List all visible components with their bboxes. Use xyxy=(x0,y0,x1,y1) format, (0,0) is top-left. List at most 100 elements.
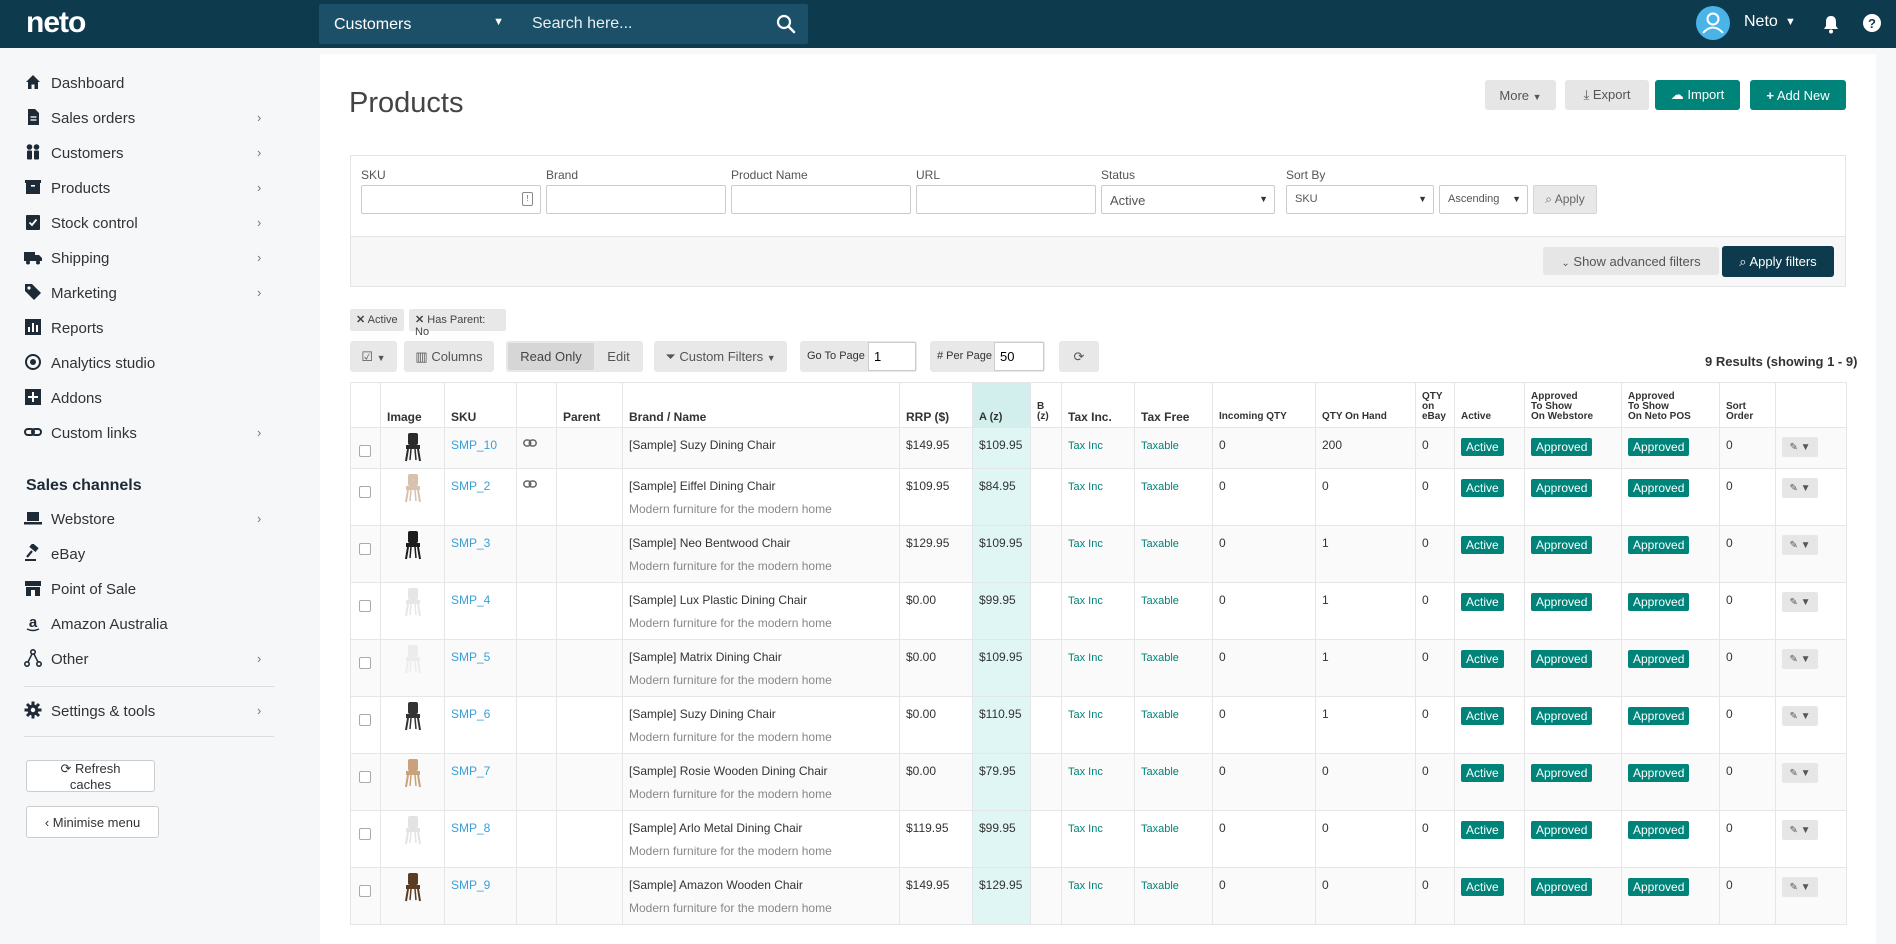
tax-inc-link[interactable]: Tax Inc xyxy=(1068,880,1103,892)
status-badge[interactable]: Active xyxy=(1461,764,1504,782)
status-badge[interactable]: Approved xyxy=(1628,650,1690,668)
tax-free-link[interactable]: Taxable xyxy=(1141,440,1179,452)
show-advanced-filters-button[interactable]: ⌄ Show advanced filters xyxy=(1543,247,1719,275)
tax-inc-link[interactable]: Tax Inc xyxy=(1068,538,1103,550)
row-checkbox[interactable] xyxy=(359,714,371,726)
tax-free-link[interactable]: Taxable xyxy=(1141,823,1179,835)
apply-filters-button[interactable]: ⌕ Apply filters xyxy=(1722,246,1834,277)
row-checkbox[interactable] xyxy=(359,885,371,897)
tax-free-link[interactable]: Taxable xyxy=(1141,709,1179,721)
refresh-table-button[interactable]: ⟳ xyxy=(1059,341,1099,372)
brand-name-column-header[interactable]: Brand / Name xyxy=(622,382,900,428)
row-actions-button[interactable]: ✎ ▼ xyxy=(1782,478,1818,498)
sidebar-item-amazon-australia[interactable]: a Amazon Australia xyxy=(24,610,274,640)
status-badge[interactable]: Approved xyxy=(1628,536,1690,554)
bell-icon[interactable] xyxy=(1822,14,1840,34)
image-column-header[interactable]: Image xyxy=(380,382,445,428)
status-badge[interactable]: Approved xyxy=(1628,593,1690,611)
tax-free-link[interactable]: Taxable xyxy=(1141,538,1179,550)
minimise-menu-button[interactable]: ‹ Minimise menu xyxy=(26,806,159,838)
table-row[interactable]: SMP_4 [Sample] Lux Plastic Dining Chair Mo… xyxy=(350,582,1847,640)
row-checkbox[interactable] xyxy=(359,600,371,612)
sort-order-select[interactable]: Ascending ▼ xyxy=(1439,185,1528,214)
filter-chip-has-parent[interactable]: ✕ Has Parent: No xyxy=(409,309,506,338)
sidebar-item-reports[interactable]: Reports xyxy=(24,314,274,344)
sidebar-item-sales-orders[interactable]: Sales orders › xyxy=(24,104,274,134)
chair-thumbnail[interactable] xyxy=(401,644,425,674)
price-b-column-header[interactable]: B (z) xyxy=(1030,382,1062,428)
status-badge[interactable]: Approved xyxy=(1531,878,1593,896)
tax-free-link[interactable]: Taxable xyxy=(1141,766,1179,778)
columns-button[interactable]: ▥ Columns xyxy=(404,341,494,372)
status-badge[interactable]: Active xyxy=(1461,479,1504,497)
approved-pos-column-header[interactable]: Approved To Show On Neto POS xyxy=(1621,382,1720,428)
row-checkbox[interactable] xyxy=(359,543,371,555)
sidebar-item-other[interactable]: Other › xyxy=(24,645,274,675)
row-checkbox[interactable] xyxy=(359,445,371,457)
sku-link[interactable]: SMP_10 xyxy=(451,438,498,452)
status-badge[interactable]: Approved xyxy=(1628,479,1690,497)
neto-logo[interactable]: neto xyxy=(26,6,86,39)
chair-thumbnail[interactable] xyxy=(401,530,425,560)
sku-link[interactable]: SMP_4 xyxy=(451,593,491,607)
refresh-caches-button[interactable]: ⟳ Refresh caches xyxy=(26,760,155,792)
sidebar-item-webstore[interactable]: Webstore › xyxy=(24,505,274,535)
status-badge[interactable]: Approved xyxy=(1628,878,1690,896)
status-badge[interactable]: Approved xyxy=(1531,479,1593,497)
go-to-page-input[interactable] xyxy=(868,342,916,371)
status-badge[interactable]: Approved xyxy=(1531,650,1593,668)
tax-inc-link[interactable]: Tax Inc xyxy=(1068,709,1103,721)
import-button[interactable]: ☁ Import xyxy=(1655,80,1740,110)
sidebar-item-addons[interactable]: Addons xyxy=(24,384,274,414)
active-column-header[interactable]: Active xyxy=(1454,382,1525,428)
table-row[interactable]: SMP_7 [Sample] Rosie Wooden Dining Chair M… xyxy=(350,753,1847,811)
sidebar-item-customers[interactable]: Customers › xyxy=(24,139,274,169)
linked-icon[interactable] xyxy=(523,438,550,448)
status-badge[interactable]: Active xyxy=(1461,821,1504,839)
sidebar-item-shipping[interactable]: Shipping › xyxy=(24,244,274,274)
status-badge[interactable]: Approved xyxy=(1628,438,1690,456)
search-scope-select[interactable]: Customers ▼ xyxy=(319,4,520,44)
row-checkbox[interactable] xyxy=(359,771,371,783)
tax-inc-link[interactable]: Tax Inc xyxy=(1068,440,1103,452)
sidebar-item-marketing[interactable]: Marketing › xyxy=(24,279,274,309)
row-actions-button[interactable]: ✎ ▼ xyxy=(1782,763,1818,783)
help-icon[interactable]: ? xyxy=(1862,13,1882,33)
close-icon[interactable]: ✕ xyxy=(415,314,425,326)
sku-filter-input[interactable] xyxy=(361,185,541,214)
table-row[interactable]: SMP_10 [Sample] Suzy Dining Chair $149.95 $… xyxy=(350,427,1847,469)
parent-column-header[interactable]: Parent xyxy=(556,382,623,428)
status-badge[interactable]: Approved xyxy=(1531,707,1593,725)
status-badge[interactable]: Active xyxy=(1461,707,1504,725)
row-checkbox[interactable] xyxy=(359,486,371,498)
chair-thumbnail[interactable] xyxy=(401,815,425,845)
qty-on-hand-column-header[interactable]: QTY On Hand xyxy=(1315,382,1416,428)
per-page-input[interactable] xyxy=(994,342,1044,371)
row-actions-button[interactable]: ✎ ▼ xyxy=(1782,535,1818,555)
row-actions-button[interactable]: ✎ ▼ xyxy=(1782,437,1818,457)
filter-chip-active[interactable]: ✕ Active xyxy=(350,309,404,331)
chair-thumbnail[interactable] xyxy=(401,587,425,617)
table-row[interactable]: SMP_3 [Sample] Neo Bentwood Chair Modern f… xyxy=(350,525,1847,583)
status-badge[interactable]: Approved xyxy=(1531,536,1593,554)
sku-column-header[interactable]: SKU xyxy=(444,382,517,428)
status-badge[interactable]: Approved xyxy=(1628,764,1690,782)
status-badge[interactable]: Approved xyxy=(1531,438,1593,456)
table-row[interactable]: SMP_6 [Sample] Suzy Dining Chair Modern fu… xyxy=(350,696,1847,754)
chair-thumbnail[interactable] xyxy=(401,473,425,503)
incoming-qty-column-header[interactable]: Incoming QTY xyxy=(1212,382,1316,428)
chevron-down-icon[interactable]: ▼ xyxy=(1785,16,1796,28)
search-icon[interactable] xyxy=(776,14,796,34)
row-actions-button[interactable]: ✎ ▼ xyxy=(1782,649,1818,669)
add-new-button[interactable]: + Add New xyxy=(1750,80,1846,110)
sku-link[interactable]: SMP_3 xyxy=(451,536,491,550)
sidebar-item-settings-tools[interactable]: Settings & tools › xyxy=(24,697,274,727)
row-checkbox[interactable] xyxy=(359,828,371,840)
status-select[interactable]: Active ▼ xyxy=(1101,185,1275,214)
close-icon[interactable]: ✕ xyxy=(356,314,366,326)
status-badge[interactable]: Active xyxy=(1461,878,1504,896)
search-input[interactable] xyxy=(520,4,760,44)
tax-inc-link[interactable]: Tax Inc xyxy=(1068,595,1103,607)
custom-filters-button[interactable]: ⏷ Custom Filters ▼ xyxy=(654,341,787,372)
chair-thumbnail[interactable] xyxy=(401,872,425,902)
